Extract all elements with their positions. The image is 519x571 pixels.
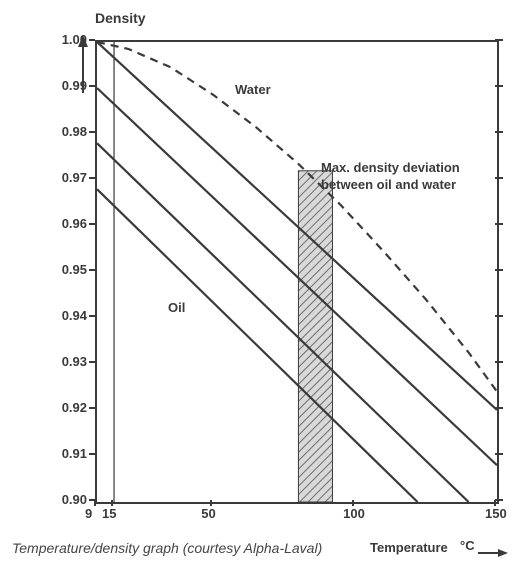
ytick-mark-right	[495, 315, 503, 317]
xtick-mark	[494, 500, 496, 506]
ytick-mark-right	[495, 361, 503, 363]
ytick-mark	[89, 453, 95, 455]
ytick-mark-right	[495, 39, 503, 41]
ytick-mark	[89, 39, 95, 41]
chart-caption: Temperature/density graph (courtesy Alph…	[12, 540, 322, 556]
xtick-label: 15	[102, 506, 116, 521]
ytick-label: 0.99	[62, 78, 87, 93]
ytick-label: 0.92	[62, 400, 87, 415]
ytick-mark	[89, 85, 95, 87]
ytick-mark	[89, 315, 95, 317]
ytick-mark	[89, 407, 95, 409]
ytick-mark	[89, 177, 95, 179]
ytick-label: 0.91	[62, 446, 87, 461]
ytick-mark-right	[495, 499, 503, 501]
yaxis-title: Density	[95, 10, 146, 26]
xtick-mark	[94, 500, 96, 506]
ytick-mark	[89, 361, 95, 363]
ytick-mark-right	[495, 85, 503, 87]
ytick-mark-right	[495, 453, 503, 455]
xtick-mark	[210, 500, 212, 506]
xaxis-arrow	[478, 548, 508, 558]
max-deviation-label-line1: Max. density deviation	[321, 160, 460, 175]
ytick-mark-right	[495, 177, 503, 179]
xtick-mark	[352, 500, 354, 506]
ytick-label: 0.96	[62, 216, 87, 231]
ytick-label: 1.00	[62, 32, 87, 47]
water-label: Water	[235, 82, 271, 97]
ytick-label: 0.95	[62, 262, 87, 277]
xtick-label: 50	[201, 506, 215, 521]
ytick-mark	[89, 269, 95, 271]
ytick-mark-right	[495, 223, 503, 225]
ytick-label: 0.90	[62, 492, 87, 507]
ytick-mark	[89, 131, 95, 133]
ytick-label: 0.93	[62, 354, 87, 369]
ytick-mark-right	[495, 131, 503, 133]
chart-svg	[97, 42, 497, 502]
xtick-label: 100	[343, 506, 365, 521]
max-deviation-label-line2: between oil and water	[321, 177, 456, 192]
ytick-mark-right	[495, 407, 503, 409]
ytick-label: 0.94	[62, 308, 87, 323]
ytick-label: 0.97	[62, 170, 87, 185]
xtick-label: 150	[485, 506, 507, 521]
xtick-mark	[111, 500, 113, 506]
ytick-label: 0.98	[62, 124, 87, 139]
plot-area	[95, 40, 499, 504]
xtick-label: 9	[85, 506, 92, 521]
ytick-mark	[89, 223, 95, 225]
xaxis-label-temperature: Temperature	[370, 540, 448, 555]
xaxis-label-degc: °C	[460, 538, 475, 553]
oil-label: Oil	[168, 300, 185, 315]
ytick-mark-right	[495, 269, 503, 271]
